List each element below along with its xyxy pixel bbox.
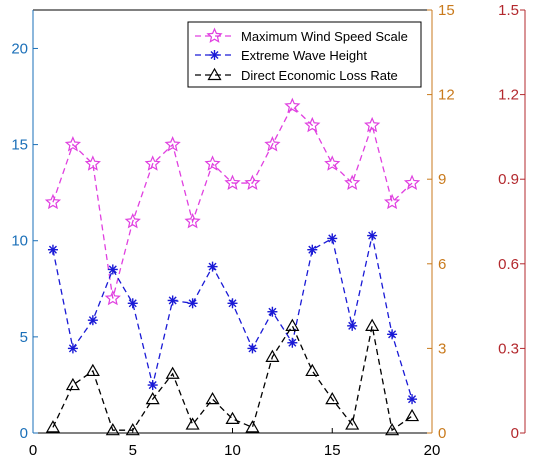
data-point-series-2 <box>325 391 340 405</box>
legend-marker-glyph <box>209 50 220 60</box>
right1-y-tick-label: 9 <box>438 171 446 188</box>
x-tick-label: 15 <box>324 442 341 459</box>
data-point-series-1 <box>327 233 338 244</box>
data-point-series-0 <box>64 136 82 152</box>
data-point-series-1 <box>187 298 198 309</box>
data-point-series-0 <box>104 289 121 306</box>
data-point-series-0 <box>84 155 101 171</box>
data-point-series-2 <box>65 377 80 391</box>
data-point-series-0 <box>284 97 301 114</box>
legend-marker-series-1 <box>209 50 220 60</box>
data-point-series-2 <box>125 422 140 436</box>
left-y-tick-label: 20 <box>11 40 28 57</box>
data-point-series-0 <box>364 116 381 133</box>
data-point-series-2 <box>205 391 220 405</box>
legend-label-series-1: Extreme Wave Height <box>241 48 367 63</box>
data-point-series-1 <box>67 343 78 354</box>
data-point-series-1 <box>387 329 398 340</box>
data-point-series-0 <box>184 212 201 229</box>
data-point-series-2 <box>405 408 420 422</box>
data-point-series-0 <box>124 212 141 229</box>
data-point-series-2 <box>145 391 160 405</box>
legend-label-series-0: Maximum Wind Speed Scale <box>241 29 408 44</box>
right2-y-tick-label: 0 <box>511 425 519 442</box>
data-point-series-2 <box>85 363 100 377</box>
x-tick-label: 5 <box>129 442 137 459</box>
right1-y-tick-label: 15 <box>438 2 455 19</box>
data-point-series-1 <box>247 343 258 354</box>
data-point-series-0 <box>44 193 62 210</box>
left-y-tick-label: 15 <box>11 137 28 154</box>
data-point-series-1 <box>227 298 238 309</box>
data-point-series-0 <box>304 116 321 133</box>
data-point-series-2 <box>165 366 180 379</box>
data-point-series-2 <box>105 422 120 436</box>
data-point-series-1 <box>127 298 138 309</box>
x-tick-label: 20 <box>424 442 441 459</box>
data-point-series-0 <box>144 155 161 171</box>
data-point-series-0 <box>324 155 341 171</box>
data-point-series-2 <box>45 420 60 433</box>
legend-marker-glyph <box>206 27 223 43</box>
x-tick-label: 0 <box>29 442 37 459</box>
right1-y-tick-label: 6 <box>438 256 446 273</box>
data-point-series-0 <box>204 155 221 171</box>
data-point-series-2 <box>265 349 280 362</box>
data-point-series-1 <box>407 394 418 405</box>
data-point-series-0 <box>403 174 421 190</box>
data-point-series-2 <box>345 417 360 430</box>
data-point-series-1 <box>207 261 218 272</box>
legend-marker-series-0 <box>206 27 223 43</box>
data-point-series-1 <box>87 315 98 326</box>
right2-y-tick-label: 0.6 <box>498 256 519 273</box>
data-point-series-0 <box>264 136 281 152</box>
series-layer <box>44 97 421 436</box>
data-point-series-1 <box>347 320 358 331</box>
series-line-2 <box>52 324 413 432</box>
data-point-series-2 <box>185 417 200 430</box>
series-2 <box>45 318 420 436</box>
data-point-series-1 <box>107 264 118 275</box>
right2-y-tick-label: 0.9 <box>498 171 519 188</box>
right2-y-tick-label: 0.3 <box>498 340 519 357</box>
x-tick-label: 10 <box>224 442 241 459</box>
left-y-tick-label: 5 <box>20 329 28 346</box>
data-point-series-1 <box>167 295 178 306</box>
data-point-series-2 <box>305 363 320 377</box>
data-point-series-2 <box>365 318 380 331</box>
legend-marker-series-2 <box>207 67 222 81</box>
data-point-series-1 <box>367 230 378 241</box>
data-point-series-0 <box>344 174 361 190</box>
data-point-series-2 <box>245 420 260 433</box>
data-point-series-1 <box>147 380 158 391</box>
data-point-series-2 <box>285 318 300 331</box>
data-point-series-0 <box>224 174 241 190</box>
left-y-tick-label: 0 <box>20 425 28 442</box>
data-point-series-0 <box>383 193 401 210</box>
right1-y-tick-label: 12 <box>438 87 455 104</box>
left-y-tick-label: 10 <box>11 233 28 250</box>
data-point-series-1 <box>267 306 278 317</box>
series-1 <box>47 230 418 405</box>
data-point-series-1 <box>47 244 58 255</box>
series-0 <box>44 97 421 306</box>
legend-label-series-2: Direct Economic Loss Rate <box>241 68 398 83</box>
data-point-series-1 <box>307 244 318 255</box>
right1-y-tick-label: 3 <box>438 340 446 357</box>
data-point-series-1 <box>287 337 298 348</box>
series-line-0 <box>52 105 413 299</box>
legend-marker-glyph <box>207 67 222 81</box>
right2-y-tick-label: 1.2 <box>498 87 519 104</box>
right1-y-tick-label: 0 <box>438 425 446 442</box>
legend: Maximum Wind Speed Scale Extreme Wave He… <box>187 21 422 88</box>
right2-y-tick-label: 1.5 <box>498 2 519 19</box>
data-point-series-0 <box>164 136 181 152</box>
data-point-series-2 <box>225 411 240 424</box>
data-point-series-2 <box>385 422 400 436</box>
data-point-series-0 <box>244 174 261 190</box>
